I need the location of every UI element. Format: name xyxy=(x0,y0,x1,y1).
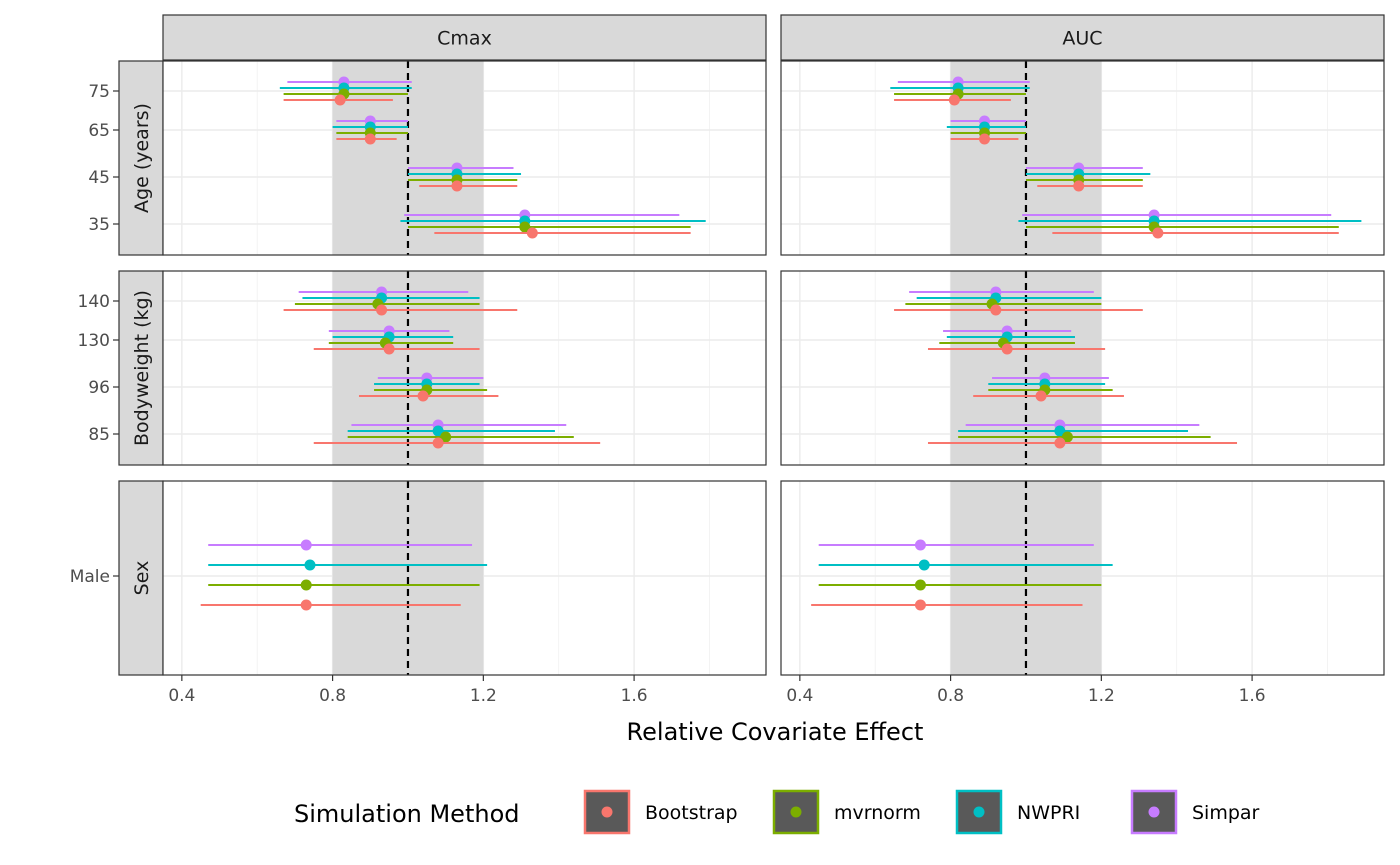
row-strip-age xyxy=(118,60,164,256)
x-tick-label: 0.8 xyxy=(937,686,964,706)
panel-cmax-bodyweight xyxy=(162,270,767,466)
point-nwpri xyxy=(432,425,444,437)
x-tick-label: 1.2 xyxy=(470,686,497,706)
legend-key-point xyxy=(973,806,985,818)
x-tick-label: 1.2 xyxy=(1088,686,1115,706)
point-nwpri xyxy=(918,559,930,571)
point-bootstrap xyxy=(417,390,429,402)
y-tick-label: 85 xyxy=(88,425,110,445)
y-tick-label: 45 xyxy=(88,168,110,188)
point-bootstrap xyxy=(376,304,388,316)
point-mvrnorm xyxy=(1061,431,1073,443)
y-tick-label: 140 xyxy=(78,292,110,312)
column-strip-cmax xyxy=(162,14,767,61)
legend-entry-bootstrap: Bootstrap xyxy=(583,789,738,835)
legend-label: Simpar xyxy=(1192,802,1260,824)
point-mvrnorm xyxy=(440,431,452,443)
legend-label: NWPRI xyxy=(1017,802,1080,824)
y-tick-label: 96 xyxy=(88,378,110,398)
panel-cmax-age xyxy=(162,60,767,256)
row-strip-label: Age (years) xyxy=(131,103,153,213)
point-bootstrap xyxy=(990,304,1002,316)
y-tick-label: 130 xyxy=(78,331,110,351)
legend-entry-simpar: Simpar xyxy=(1130,789,1260,835)
legend-entries: Bootstrap mvrnorm NWPRI Simpar xyxy=(583,789,1260,835)
y-tick-label: 65 xyxy=(88,121,110,141)
column-strip-label: AUC xyxy=(1062,28,1102,50)
y-tick-label: Male xyxy=(70,567,110,587)
panel-border xyxy=(780,270,1385,466)
legend-entry-mvrnorm: mvrnorm xyxy=(772,789,921,835)
point-bootstrap xyxy=(432,437,444,449)
row-strip-label: Bodyweight (kg) xyxy=(131,290,153,446)
x-tick-label: 0.4 xyxy=(168,686,195,706)
legend: Simulation Method Bootstrap mvrnorm NWPRI S… xyxy=(294,789,1260,835)
panels-layer: Cmax AUC Age (years) 75 65 45 35 Bodyweight (kg… xyxy=(70,14,1385,706)
point-simpar xyxy=(914,539,926,551)
panel-auc-age xyxy=(780,60,1385,256)
point-bootstrap xyxy=(1152,227,1164,239)
point-bootstrap xyxy=(334,94,346,106)
point-mvrnorm xyxy=(914,579,926,591)
point-simpar xyxy=(300,539,312,551)
row-strip-label: Sex xyxy=(131,561,153,596)
legend-key-point xyxy=(1148,806,1160,818)
legend-key-point xyxy=(790,806,802,818)
x-tick-label: 1.6 xyxy=(621,686,648,706)
panel-border xyxy=(780,480,1385,676)
y-tick-label: 75 xyxy=(88,82,110,102)
point-bootstrap xyxy=(451,180,463,192)
panel-auc-bodyweight xyxy=(780,270,1385,466)
legend-label: mvrnorm xyxy=(834,802,921,824)
point-bootstrap xyxy=(364,133,376,145)
point-bootstrap xyxy=(948,94,960,106)
column-strip-auc xyxy=(780,14,1385,61)
row-strip-bodyweight xyxy=(118,270,164,466)
legend-entry-nwpri: NWPRI xyxy=(955,789,1080,835)
x-tick-label: 0.4 xyxy=(786,686,813,706)
point-bootstrap xyxy=(979,133,991,145)
panel-cmax-sex: 0.4 0.8 1.2 1.6 xyxy=(162,480,767,706)
x-tick-label: 0.8 xyxy=(319,686,346,706)
legend-key-point xyxy=(601,806,613,818)
point-bootstrap xyxy=(914,599,926,611)
legend-title: Simulation Method xyxy=(294,800,519,828)
column-strip-label: Cmax xyxy=(437,28,492,50)
panel-border xyxy=(162,480,767,676)
point-bootstrap xyxy=(1054,437,1066,449)
x-tick-label: 1.6 xyxy=(1239,686,1266,706)
legend-label: Bootstrap xyxy=(645,802,738,824)
panel-border xyxy=(162,60,767,256)
point-bootstrap xyxy=(1001,343,1013,355)
point-nwpri xyxy=(304,559,316,571)
point-bootstrap xyxy=(526,227,538,239)
point-bootstrap xyxy=(1073,180,1085,192)
point-mvrnorm xyxy=(300,579,312,591)
point-bootstrap xyxy=(300,599,312,611)
y-tick-label: 35 xyxy=(88,215,110,235)
point-bootstrap xyxy=(383,343,395,355)
point-bootstrap xyxy=(1035,390,1047,402)
point-nwpri xyxy=(1054,425,1066,437)
point-mvrnorm xyxy=(519,221,531,233)
x-axis-title: Relative Covariate Effect xyxy=(627,718,924,746)
panel-border xyxy=(162,270,767,466)
panel-auc-sex: 0.4 0.8 1.2 1.6 xyxy=(780,480,1385,706)
panel-border xyxy=(780,60,1385,256)
